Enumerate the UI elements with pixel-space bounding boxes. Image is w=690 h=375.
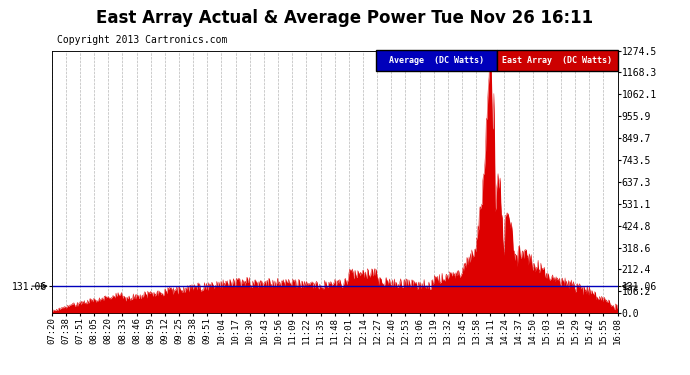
Text: East Array Actual & Average Power Tue Nov 26 16:11: East Array Actual & Average Power Tue No… <box>97 9 593 27</box>
Text: Average  (DC Watts): Average (DC Watts) <box>389 56 484 65</box>
Text: Copyright 2013 Cartronics.com: Copyright 2013 Cartronics.com <box>57 35 228 45</box>
Text: East Array  (DC Watts): East Array (DC Watts) <box>502 56 612 65</box>
